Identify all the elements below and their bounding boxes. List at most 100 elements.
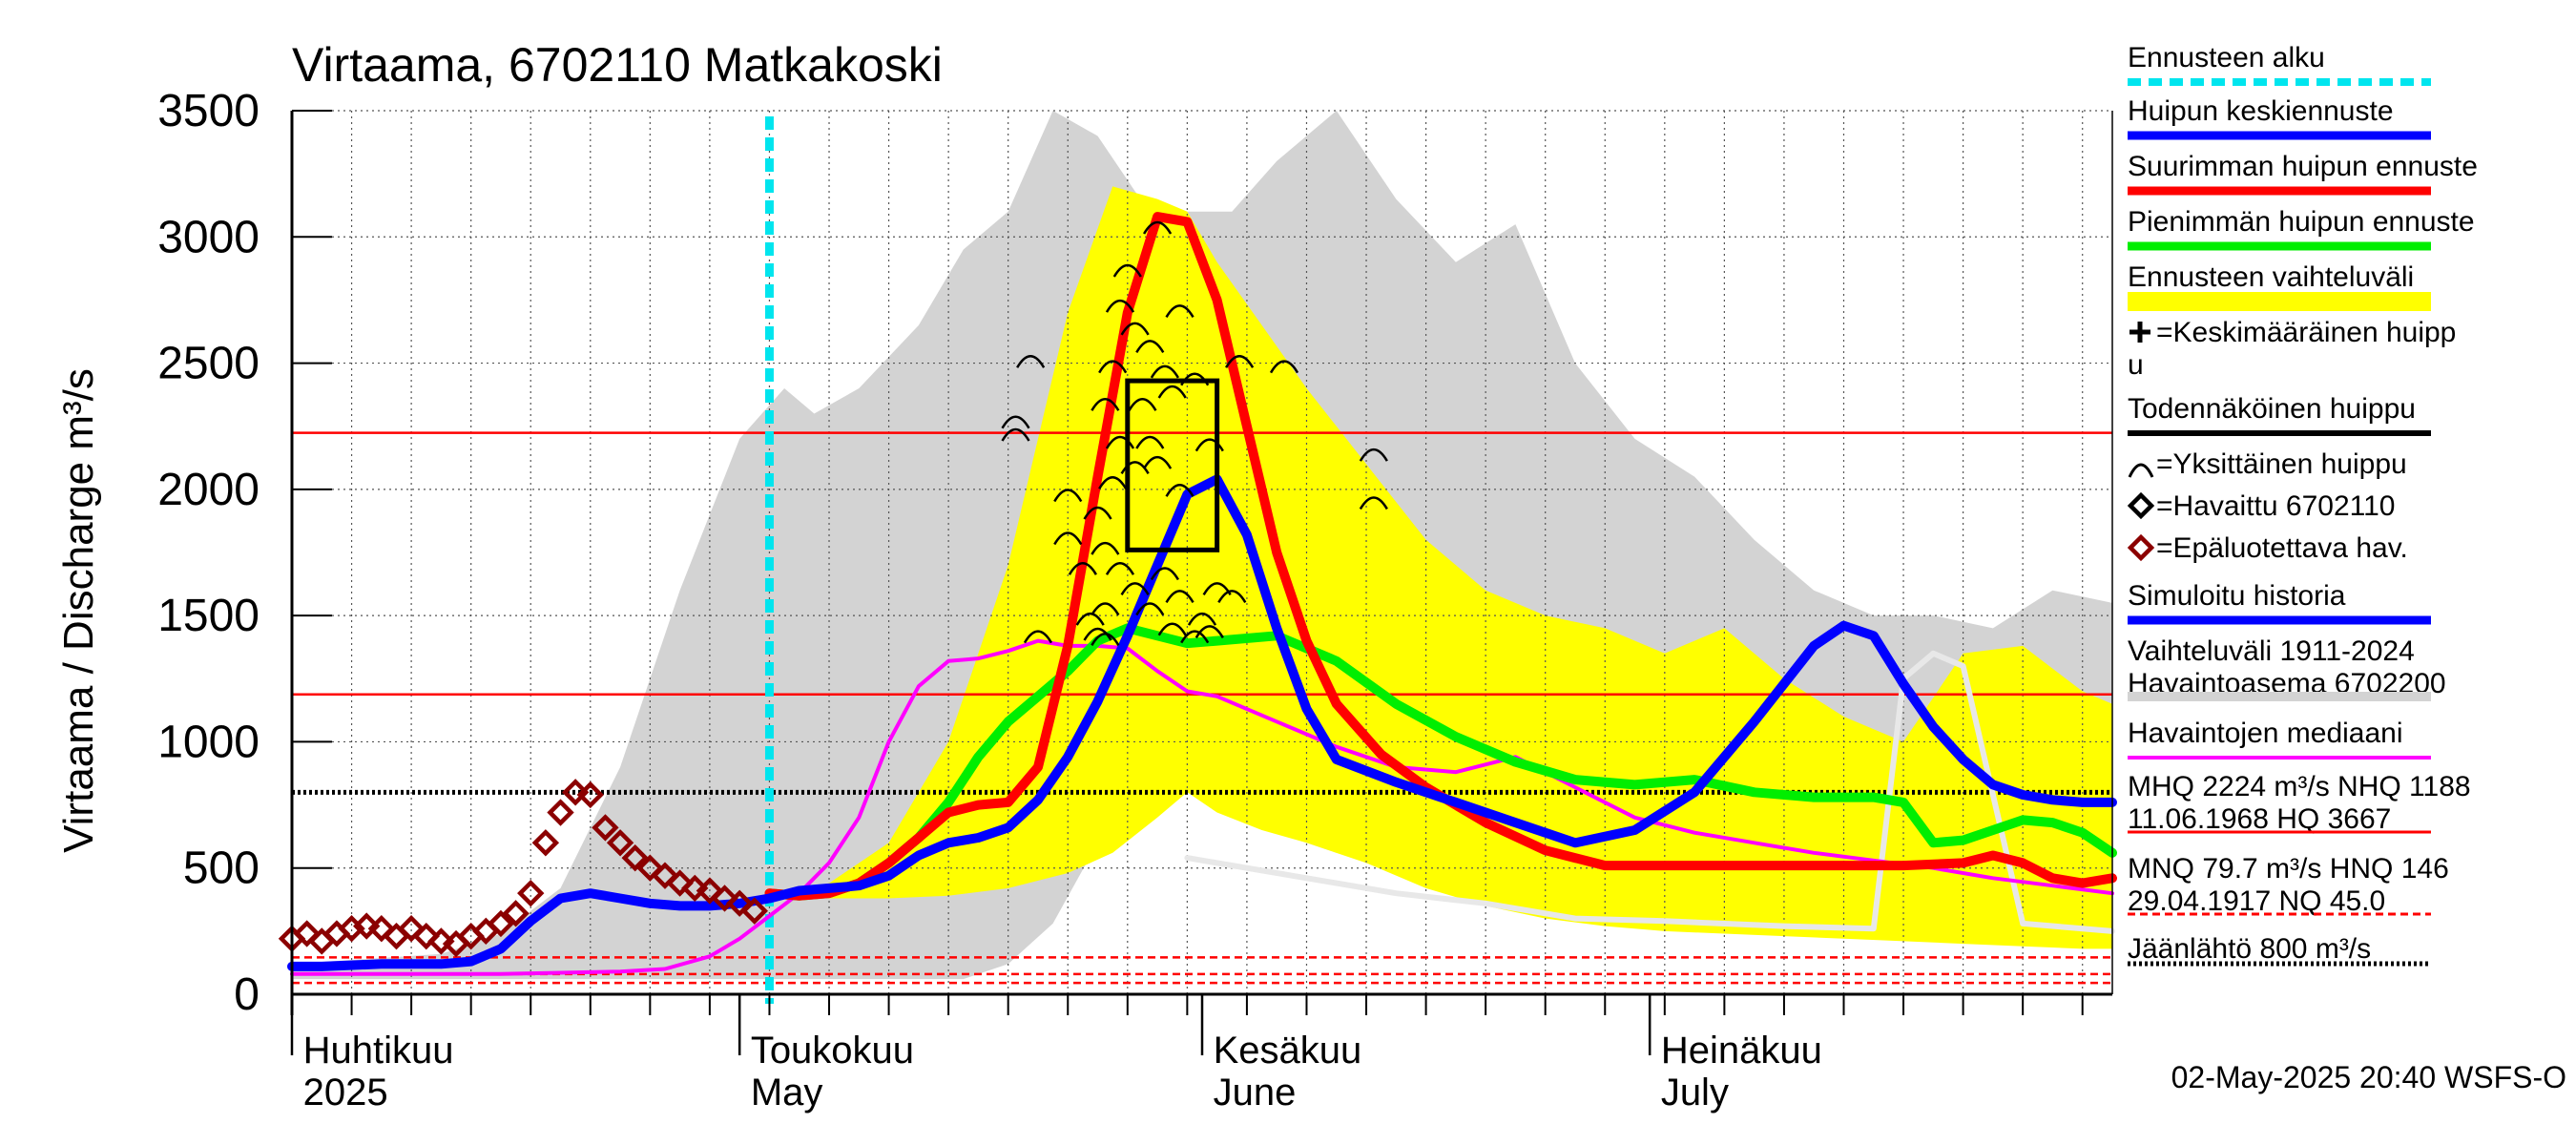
legend-item-9-swatch — [2127, 533, 2155, 562]
observed-point — [293, 920, 321, 947]
x-month-label-en: 2025 — [303, 1072, 388, 1114]
single-peak-marker — [1195, 438, 1224, 452]
single-peak-marker — [1157, 385, 1187, 399]
x-month-label-en: June — [1214, 1072, 1297, 1114]
single-peak-marker — [1143, 220, 1173, 235]
legend-item-6-label: Todennäköinen huippu — [2128, 393, 2416, 425]
single-peak-marker — [1053, 531, 1083, 546]
single-peak-marker — [1083, 506, 1112, 520]
x-month-label: Kesäkuu — [1214, 1030, 1362, 1072]
observed-point — [636, 854, 664, 882]
y-tick-label: 2500 — [157, 339, 260, 389]
single-peak-marker — [1091, 602, 1120, 616]
single-peak-marker — [1180, 630, 1210, 644]
x-month-label-en: July — [1661, 1072, 1729, 1114]
legend-item-11-label: Vaihteluväli 1911-2024 — [2128, 635, 2415, 667]
y-tick-label: 3000 — [157, 212, 260, 262]
single-peak-marker — [1165, 483, 1195, 497]
single-peak-marker — [1001, 415, 1030, 429]
observed-point — [696, 877, 724, 905]
single-peak-marker — [1091, 541, 1120, 555]
single-peak-marker — [1217, 590, 1247, 603]
observed-point — [561, 779, 590, 806]
probable-peak-box — [1125, 378, 1220, 552]
legend-item-5-swatch — [2129, 322, 2150, 343]
observed-point — [681, 874, 709, 903]
series-line-pienimm-n-huipun-ennuste — [764, 623, 2117, 901]
forecast-range-band — [769, 186, 2112, 949]
y-tick-label: 3500 — [157, 86, 260, 136]
single-peak-marker — [1105, 562, 1135, 575]
single-peak-marker — [1075, 612, 1105, 626]
single-peak-marker — [1098, 360, 1128, 374]
single-peak-marker — [1001, 427, 1030, 442]
observed-point — [547, 799, 574, 826]
single-peak-marker — [1269, 360, 1299, 374]
legend-item-5-label2: u — [2128, 349, 2144, 381]
legend-item-8-label: =Havaittu 6702110 — [2156, 490, 2395, 522]
single-peak-marker — [1135, 340, 1165, 354]
observed-point — [606, 829, 634, 857]
observed-point — [740, 897, 769, 925]
x-month-label: Heinäkuu — [1661, 1030, 1822, 1072]
y-tick-label: 1500 — [157, 591, 260, 641]
chart-title: Virtaama, 6702110 Matkakoski — [292, 38, 943, 92]
single-peak-marker — [1135, 602, 1165, 616]
legend-item-4-label: Ennusteen vaihteluväli — [2128, 261, 2414, 293]
legend-item-1-label: Huipun keskiennuste — [2128, 95, 2394, 127]
observed-point — [517, 879, 545, 907]
single-peak-marker — [1202, 582, 1232, 596]
observed-point — [502, 900, 530, 927]
x-month-label: Toukokuu — [751, 1030, 914, 1072]
single-peak-marker — [1195, 625, 1224, 639]
single-peak-marker — [1105, 435, 1135, 449]
single-peak-marker — [1157, 622, 1187, 636]
x-month-label: Huhtikuu — [303, 1030, 454, 1072]
timestamp-footer: 02-May-2025 20:40 WSFS-O — [2171, 1060, 2566, 1094]
series-line-huipun-keskiennuste — [287, 474, 2117, 971]
legend-item-2-label: Suurimman huipun ennuste — [2128, 151, 2478, 182]
legend-item-14-label2: 29.04.1917 NQ 45.0 — [2128, 885, 2385, 917]
observed-point — [487, 909, 515, 938]
single-peak-marker — [1120, 582, 1150, 596]
single-peak-marker — [1016, 355, 1046, 368]
single-peak-marker — [1187, 612, 1217, 626]
single-peak-marker — [1359, 496, 1388, 510]
y-tick-label: 500 — [183, 843, 260, 894]
legend-item-7-label: =Yksittäinen huippu — [2156, 448, 2407, 480]
y-tick-label: 0 — [234, 969, 260, 1020]
legend-item-7-swatch — [2128, 463, 2154, 478]
single-peak-marker — [1225, 355, 1255, 368]
y-axis-label: Virtaama / Discharge m³/s — [55, 368, 102, 853]
legend-item-8-swatch — [2127, 491, 2155, 520]
legend-item-13-label: MHQ 2224 m³/s NHQ 1188 — [2128, 771, 2471, 802]
single-peak-marker — [1083, 627, 1112, 641]
single-peak-marker — [1105, 299, 1135, 313]
observed-point — [397, 915, 426, 943]
single-peak-marker — [1120, 461, 1150, 475]
single-peak-marker — [1120, 322, 1150, 336]
single-peak-marker — [1023, 630, 1053, 644]
single-peak-marker — [1143, 455, 1173, 469]
y-tick-label: 2000 — [157, 465, 260, 515]
observed-point — [711, 885, 738, 912]
series-line-havaintojen-mediaani — [290, 638, 2114, 976]
single-peak-marker — [1053, 489, 1083, 503]
observed-point — [531, 829, 560, 857]
observed-point — [576, 781, 604, 809]
single-peak-marker — [1359, 448, 1388, 462]
single-peak-marker — [1128, 398, 1157, 411]
single-peak-marker — [1165, 590, 1195, 603]
single-peak-marker — [1150, 567, 1179, 581]
legend-item-3-label: Pienimmän huipun ennuste — [2128, 206, 2475, 238]
legend-item-0-label: Ennusteen alku — [2128, 42, 2325, 73]
legend-item-9-label: =Epäluotettava hav. — [2156, 532, 2408, 564]
series-line-suurimman-huipun-ennuste — [764, 212, 2117, 901]
single-peak-marker — [1135, 435, 1165, 449]
observed-point — [651, 862, 679, 889]
single-peak-marker — [1098, 476, 1128, 489]
observed-point — [725, 889, 754, 917]
single-peak-marker — [1068, 562, 1097, 575]
legend-item-14-label: MNQ 79.7 m³/s HNQ 146 — [2128, 853, 2449, 885]
